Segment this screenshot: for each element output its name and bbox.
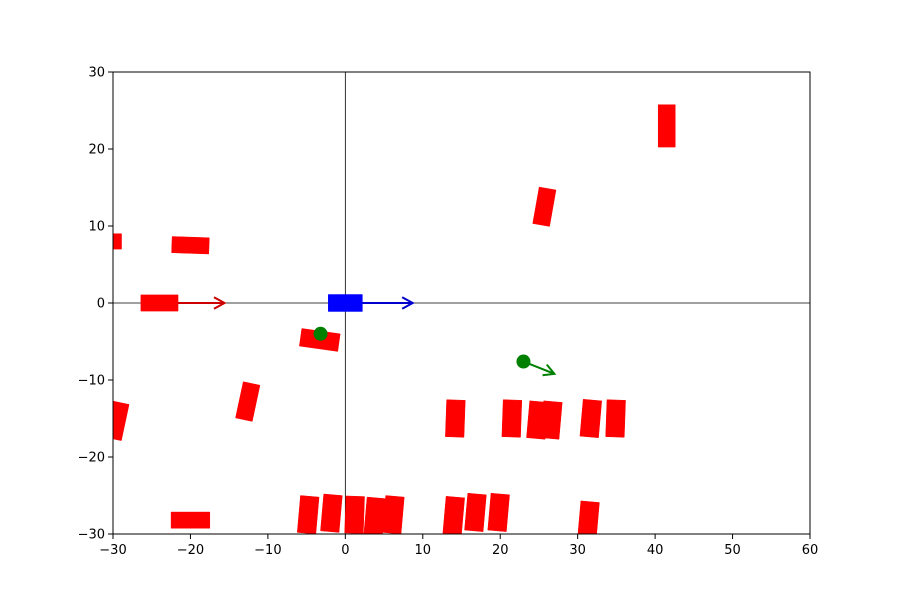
obstacle-vehicle-9 xyxy=(501,399,523,438)
x-tick-label: 20 xyxy=(492,543,509,558)
obstacle-vehicle-12 xyxy=(579,399,602,438)
x-tick-label: 60 xyxy=(802,543,819,558)
x-tick-label: 10 xyxy=(415,543,432,558)
x-tick-label: 0 xyxy=(341,543,349,558)
obstacle-vehicle-3 xyxy=(171,236,210,255)
obstacle-vehicle-20 xyxy=(442,496,465,534)
obstacle-vehicle-13 xyxy=(605,399,626,438)
y-tick-label: −30 xyxy=(78,528,105,543)
obstacle-vehicle-19 xyxy=(382,495,405,534)
obstacle-vehicle-6 xyxy=(235,381,261,422)
obstacle-vehicle-1 xyxy=(532,186,557,227)
x-tick-label: −30 xyxy=(99,543,126,558)
obstacle-vehicle-23 xyxy=(577,500,600,534)
x-tick-label: 50 xyxy=(724,543,741,558)
obstacle-vehicle-15 xyxy=(297,495,320,534)
obstacle-vehicle-14 xyxy=(170,511,211,529)
ego-velocity-arrow xyxy=(362,296,415,310)
obstacle-vehicle-17 xyxy=(344,495,365,534)
obstacle-vehicle-22 xyxy=(487,492,510,532)
y-axis-ticks: −30 −20 −10 0 10 20 30 xyxy=(78,66,113,543)
ego-layer xyxy=(328,294,415,312)
x-tick-label: −20 xyxy=(177,543,204,558)
obstacle-vehicle-11 xyxy=(540,400,563,440)
obstacle-vehicle-2 xyxy=(113,233,122,250)
obstacle-vehicle-4 xyxy=(140,294,179,312)
x-tick-label: −10 xyxy=(254,543,281,558)
y-tick-label: 20 xyxy=(88,143,105,158)
y-tick-label: 0 xyxy=(97,297,105,312)
y-tick-label: 30 xyxy=(88,66,105,81)
x-tick-label: 40 xyxy=(647,543,664,558)
obstacle-vehicle-18 xyxy=(363,496,386,534)
pedestrian-velocity-arrow-1 xyxy=(523,360,557,377)
obstacle-vehicle-21 xyxy=(464,492,487,532)
y-tick-label: −10 xyxy=(78,374,105,389)
vehicle-layer xyxy=(113,104,676,534)
obstacle-vehicle-0 xyxy=(657,104,676,148)
obstacle-velocity-arrow-4 xyxy=(178,296,227,310)
pedestrian-0 xyxy=(313,326,328,341)
obstacle-vehicle-8 xyxy=(445,399,466,438)
x-axis-ticks: −30 −20 −10 0 10 20 30 40 50 60 xyxy=(99,534,818,558)
pedestrian-layer xyxy=(313,326,557,377)
x-tick-label: 30 xyxy=(569,543,586,558)
ego-vehicle xyxy=(328,294,363,312)
obstacle-vehicle-16 xyxy=(320,493,343,533)
y-tick-label: 10 xyxy=(88,220,105,235)
obstacle-vehicle-7 xyxy=(113,400,130,441)
y-tick-label: −20 xyxy=(78,451,105,466)
